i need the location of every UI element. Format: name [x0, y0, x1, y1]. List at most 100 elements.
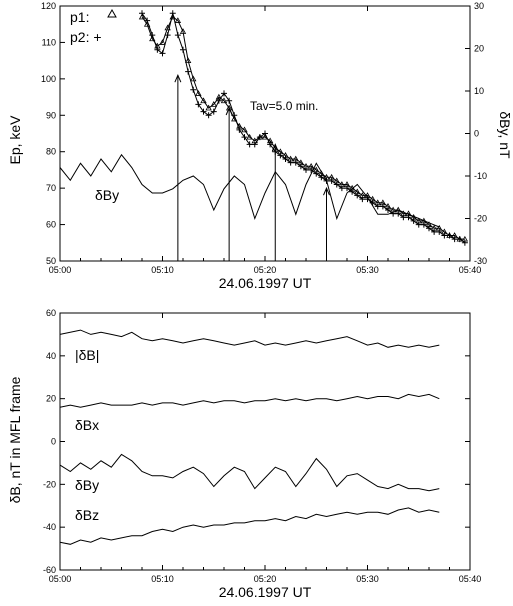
data-point-plus: [210, 108, 217, 115]
legend-label-p1: p1:: [70, 9, 89, 25]
data-point-plus: [333, 181, 340, 188]
bottom-x-tick-label: 05:20: [254, 574, 277, 584]
bottom-y-ticks: -60 -40 -20 0 20 40 60: [43, 308, 470, 575]
data-point-plus: [374, 203, 381, 210]
dby-annotation: δBy: [95, 187, 119, 203]
data-point-triangle: [225, 104, 233, 111]
data-point-plus: [287, 159, 294, 166]
bottom-y-tick-label: 0: [51, 437, 56, 447]
data-point-plus: [415, 221, 422, 228]
data-point-plus: [297, 163, 304, 170]
data-point-plus: [251, 141, 258, 148]
data-point-plus: [215, 97, 222, 104]
data-point-plus: [272, 148, 279, 155]
data-point-plus: [431, 228, 438, 235]
bottom-y-tick-label: 60: [46, 308, 56, 318]
data-point-plus: [385, 207, 391, 213]
data-point-plus: [344, 185, 350, 192]
top-right-y-tick-label: 10: [474, 86, 484, 96]
series-line-p2: [141, 13, 466, 244]
bottom-x-tick-label: 05:40: [459, 574, 482, 584]
data-point-triangle: [179, 28, 187, 34]
data-point-plus: [226, 97, 233, 104]
bottom-y-axis-label: δB, nT in MFL frame: [7, 376, 23, 503]
bottom-chart: 05:00 05:10 05:20 05:30 05:40 -60 -40 -20 0…: [7, 308, 481, 600]
top-left-y-tick-label: 80: [46, 147, 56, 157]
top-left-y-tick-label: 110: [42, 37, 56, 47]
top-right-y-tick-label: 0: [474, 129, 479, 139]
top-x-tick-label: 05:00: [49, 265, 72, 275]
data-point-plus: [277, 152, 284, 159]
top-x-axis-label: 24.06.1997 UT: [219, 275, 312, 291]
data-point-plus: [154, 46, 161, 53]
data-point-plus: [236, 126, 243, 133]
series-line-δBx: [59, 393, 440, 408]
top-x-tick-label: 05:10: [151, 265, 174, 275]
data-point-plus: [262, 130, 268, 137]
legend-label-p2: p2: +: [70, 29, 102, 45]
top-left-y-tick-label: 50: [46, 256, 56, 266]
data-point-plus: [426, 225, 432, 232]
data-point-plus: [292, 159, 299, 166]
series-line-|δB|: [59, 329, 440, 348]
bottom-x-tick-label: 05:30: [356, 574, 379, 584]
data-point-plus: [282, 156, 289, 162]
top-left-y-tick-label: 70: [46, 183, 56, 193]
data-point-triangle: [184, 57, 192, 64]
top-marks: [174, 73, 330, 261]
top-left-y-tick-label: 90: [46, 110, 56, 120]
data-point-plus: [139, 10, 145, 17]
data-point-plus: [318, 174, 325, 181]
data-point-plus: [349, 188, 356, 195]
bottom-y-tick-label: 20: [46, 394, 56, 404]
data-point-plus: [359, 196, 366, 203]
series-line-δBz: [59, 507, 440, 545]
data-point-plus: [456, 236, 463, 243]
series-line-δBy: [59, 153, 440, 228]
data-point-plus: [190, 86, 197, 93]
top-x-tick-label: 05:30: [356, 265, 379, 275]
bottom-y-tick-label: -60: [43, 565, 56, 575]
data-point-plus: [338, 185, 345, 192]
series-line-p1: [141, 16, 465, 240]
data-point-triangle: [241, 126, 248, 133]
bottom-y-tick-label: -20: [43, 479, 56, 489]
top-chart: 05:00 05:10 05:20 05:30 05:40 50 60 70 80 90…: [7, 1, 513, 291]
data-point-plus: [267, 141, 274, 148]
data-point-triangle: [200, 97, 207, 104]
data-point-plus: [436, 228, 443, 235]
data-point-plus: [159, 50, 166, 57]
series-line-δBy: [59, 453, 440, 492]
data-point-plus: [241, 134, 248, 141]
top-left-y-tick-label: 100: [41, 74, 56, 84]
data-point-plus: [174, 32, 181, 39]
data-point-plus: [405, 214, 412, 221]
top-right-y-tick-label: -20: [474, 214, 487, 224]
data-point-plus: [185, 68, 192, 75]
top-x-tick-label: 05:20: [254, 265, 277, 275]
top-right-y-tick-label: 30: [474, 1, 484, 11]
data-point-plus: [164, 32, 171, 39]
data-point-plus: [400, 214, 407, 221]
data-point-plus: [256, 134, 263, 141]
bottom-plot-frame: [59, 312, 471, 571]
data-point-plus: [420, 221, 427, 228]
data-point-triangle: [220, 97, 228, 104]
top-left-y-ticks: 50 60 70 80 90 100 110 120: [41, 1, 65, 266]
data-point-plus: [441, 232, 448, 239]
event-marker-arrowhead: [323, 186, 330, 196]
top-right-y-tick-label: -10: [474, 171, 487, 181]
bottom-y-tick-label: 40: [46, 351, 56, 361]
data-point-plus: [313, 170, 320, 177]
series-label-dbz: δBz: [75, 507, 99, 523]
data-point-triangle: [210, 101, 217, 107]
data-point-triangle: [246, 133, 253, 140]
top-right-y-ticks: -30 -20 -10 0 10 20 30: [465, 1, 487, 266]
top-x-tick-label: 05:40: [459, 265, 482, 275]
data-point-plus: [328, 177, 335, 184]
data-point-plus: [446, 232, 453, 239]
data-point-plus: [149, 32, 156, 39]
data-point-plus: [379, 203, 386, 210]
legend: p1: p2: +: [70, 8, 117, 45]
